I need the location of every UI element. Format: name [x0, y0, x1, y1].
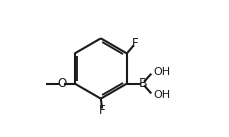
Text: F: F: [99, 104, 106, 117]
Text: F: F: [132, 37, 139, 50]
Text: OH: OH: [153, 90, 171, 100]
Text: O: O: [57, 77, 66, 90]
Text: B: B: [138, 77, 147, 90]
Text: OH: OH: [153, 67, 171, 77]
